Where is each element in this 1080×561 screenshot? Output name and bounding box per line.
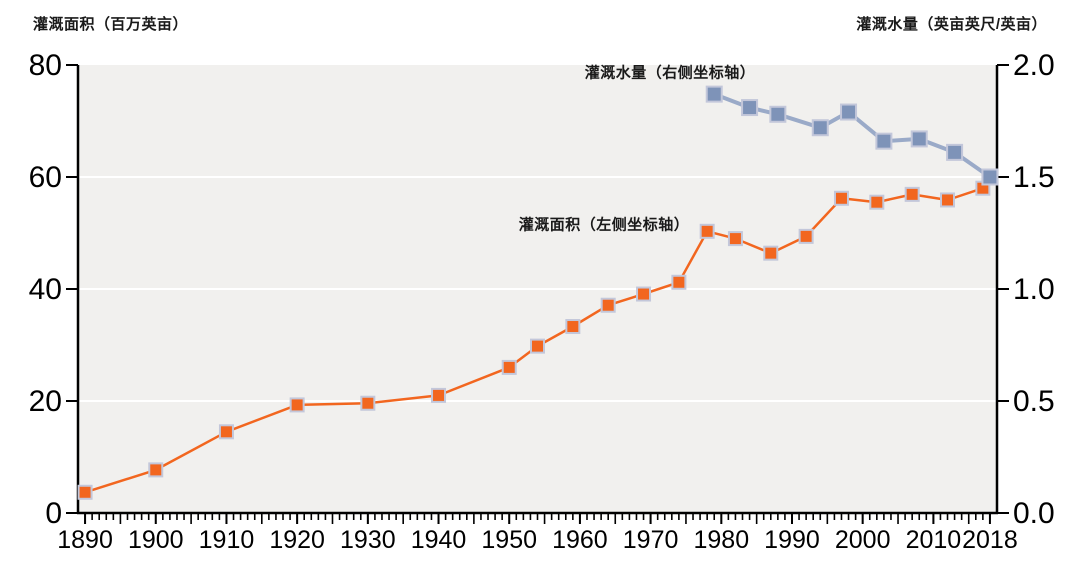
x-tick-label: 1890	[57, 526, 113, 554]
water-series-marker	[981, 168, 999, 186]
area-series-marker	[431, 387, 447, 403]
water-series-marker	[811, 119, 829, 137]
area-series-marker	[565, 319, 581, 335]
y-right-tick-label: 1.0	[1013, 273, 1055, 306]
x-tick-label: 1920	[269, 526, 325, 554]
area-series-marker	[940, 192, 956, 208]
y-left-tick-label: 20	[29, 385, 62, 418]
y-left-tick-label: 40	[29, 273, 62, 306]
area-series-marker	[763, 245, 779, 261]
x-tick-label: 1940	[411, 526, 467, 554]
area-series-marker	[600, 297, 616, 313]
area-series-marker	[218, 424, 234, 440]
water-series-marker	[946, 143, 964, 161]
x-tick-label: 1970	[623, 526, 679, 554]
water-series-marker	[840, 103, 858, 121]
water-series-marker	[769, 105, 787, 123]
x-tick-label: 1910	[199, 526, 255, 554]
water-series-marker	[910, 130, 928, 148]
area-series-marker	[501, 359, 517, 375]
y-right-tick-label: 0.5	[1013, 385, 1055, 418]
x-tick-label: 1960	[552, 526, 608, 554]
series-label-area: 灌溉面积（左侧坐标轴）	[518, 216, 690, 234]
area-series-marker	[360, 395, 376, 411]
x-tick-label: 1990	[764, 526, 820, 554]
area-series-marker	[530, 338, 545, 354]
x-tick-label: 1980	[693, 526, 749, 554]
area-series-marker	[904, 186, 920, 202]
area-series-marker	[636, 286, 652, 302]
water-series-marker	[741, 99, 759, 117]
area-series-marker	[798, 228, 814, 244]
y-right-tick-label: 0.0	[1013, 497, 1055, 530]
x-tick-label: 1950	[481, 526, 537, 554]
y-left-tick-label: 80	[29, 49, 62, 82]
area-series-marker	[148, 462, 164, 478]
y-left-tick-label: 0	[45, 497, 62, 530]
area-series-marker	[77, 484, 93, 500]
area-series-marker	[869, 194, 885, 210]
y-left-tick-label: 60	[29, 161, 62, 194]
water-series-marker	[705, 85, 723, 103]
x-tick-label: 1900	[128, 526, 184, 554]
y-right-tick-label: 1.5	[1013, 161, 1055, 194]
right-axis-title: 灌溉水量（英亩英尺/英亩）	[856, 16, 1047, 33]
series-label-water: 灌溉水量（右侧坐标轴）	[584, 64, 756, 82]
y-right-tick-label: 2.0	[1013, 49, 1055, 82]
x-tick-label: 2010	[906, 526, 962, 554]
area-series-marker	[289, 397, 305, 413]
x-tick-label: 2018	[962, 526, 1018, 554]
area-series-marker	[671, 274, 687, 290]
area-series-marker	[699, 223, 715, 239]
water-series-marker	[875, 132, 893, 150]
x-tick-label: 1930	[340, 526, 396, 554]
left-axis-title: 灌溉面积（百万英亩）	[33, 16, 189, 33]
x-tick-label: 2000	[835, 526, 891, 554]
area-series-marker	[833, 190, 849, 206]
area-series-marker	[727, 231, 743, 247]
